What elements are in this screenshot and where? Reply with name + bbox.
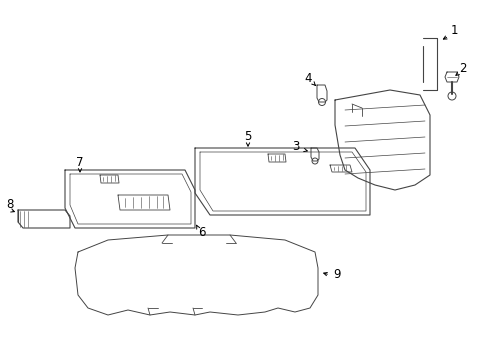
Text: 5: 5 bbox=[245, 130, 252, 144]
Text: 4: 4 bbox=[304, 72, 312, 85]
Text: 6: 6 bbox=[198, 226, 206, 239]
Text: 2: 2 bbox=[459, 62, 467, 75]
Text: 7: 7 bbox=[76, 157, 84, 170]
Text: 8: 8 bbox=[6, 198, 14, 211]
Text: 1: 1 bbox=[450, 23, 458, 36]
Text: 9: 9 bbox=[333, 269, 341, 282]
Text: 3: 3 bbox=[293, 140, 300, 153]
